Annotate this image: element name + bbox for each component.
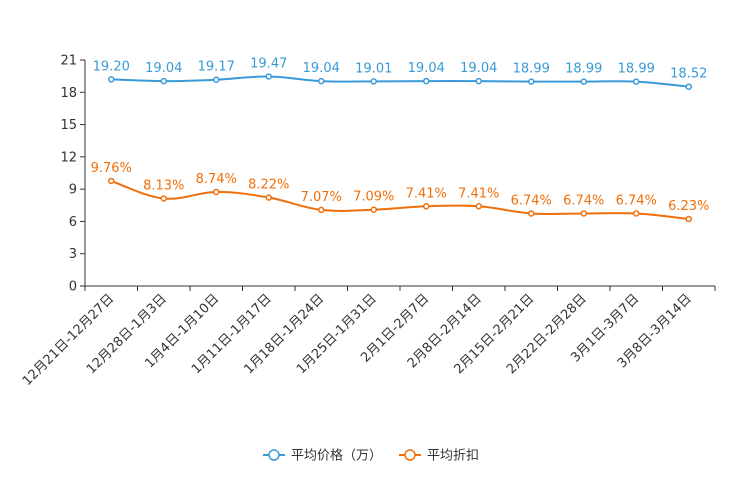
data-label: 19.17 [198, 60, 235, 75]
legend-label: 平均价格（万） [291, 448, 382, 464]
data-point [528, 78, 535, 85]
axes: 03691215182112月21日-12月27日12月28日-1月3日1月4日… [20, 54, 716, 389]
data-label: 18.52 [670, 67, 707, 82]
data-label: 19.04 [303, 61, 340, 76]
data-point [265, 194, 272, 201]
data-point [265, 73, 272, 80]
data-point [475, 203, 482, 210]
series-1: 9.76% 8.13% 8.74% 8.22% 7.07% 7.09% 7.41% 7.41%… [91, 161, 709, 223]
data-label: 19.20 [93, 59, 130, 74]
data-label: 8.74% [196, 172, 237, 187]
data-point [370, 206, 377, 213]
data-label: 19.04 [460, 61, 497, 76]
data-label: 7.09% [353, 190, 394, 205]
data-point [475, 77, 482, 85]
data-label: 18.99 [513, 62, 550, 77]
data-point [318, 77, 325, 85]
data-point [580, 210, 587, 217]
data-label: 8.13% [143, 179, 184, 194]
data-label: 6.23% [668, 199, 709, 214]
y-tick-label: 18 [60, 86, 77, 101]
data-point [213, 76, 220, 83]
data-point [160, 77, 167, 85]
data-label: 19.04 [145, 61, 182, 76]
data-label: 8.22% [248, 178, 289, 193]
legend: 平均价格（万） 平均折扣 [263, 448, 479, 464]
data-point [685, 83, 692, 90]
y-tick-label: 6 [69, 215, 77, 230]
data-label: 7.41% [458, 186, 499, 201]
data-label: 7.41% [406, 186, 447, 201]
legend-item-1: 平均折扣 [399, 449, 479, 464]
y-tick-label: 15 [60, 118, 77, 133]
y-tick-label: 0 [69, 280, 77, 295]
data-label: 6.74% [616, 193, 657, 208]
legend-marker [404, 449, 416, 461]
y-tick-label: 9 [69, 183, 77, 198]
data-point [160, 195, 167, 202]
series-0: 19.20 19.04 19.17 19.47 19.04 19.01 19.04 19.04… [93, 56, 707, 90]
data-point [423, 77, 430, 85]
y-tick-label: 21 [60, 54, 77, 69]
data-point [685, 215, 692, 223]
data-point [423, 203, 430, 210]
legend-label: 平均折扣 [427, 449, 479, 464]
data-label: 19.04 [408, 61, 445, 76]
data-label: 6.74% [563, 193, 604, 208]
x-tick-label: 12月21日-12月27日 [20, 291, 117, 388]
data-label: 7.07% [301, 190, 342, 205]
series-line [111, 75, 689, 88]
data-point [213, 188, 220, 196]
legend-item-0: 平均价格（万） [263, 448, 382, 464]
series-line [110, 180, 689, 220]
data-label: 18.99 [618, 62, 655, 77]
data-label: 6.74% [511, 193, 552, 208]
data-label: 9.76% [91, 161, 132, 176]
data-point [580, 78, 587, 85]
y-tick-label: 12 [60, 150, 77, 165]
data-point [370, 78, 377, 85]
data-label: 19.01 [355, 61, 392, 76]
data-point [528, 210, 535, 217]
plot-area: 19.20 19.04 19.17 19.47 19.04 19.01 19.04 19.04… [91, 56, 709, 223]
legend-marker [268, 449, 280, 461]
y-tick-label: 3 [69, 247, 77, 262]
data-point [633, 210, 640, 217]
data-label: 19.47 [250, 56, 287, 71]
data-point [633, 78, 640, 85]
data-point [108, 76, 115, 83]
data-point [108, 177, 115, 185]
data-label: 18.99 [565, 62, 602, 77]
data-point [318, 206, 325, 214]
